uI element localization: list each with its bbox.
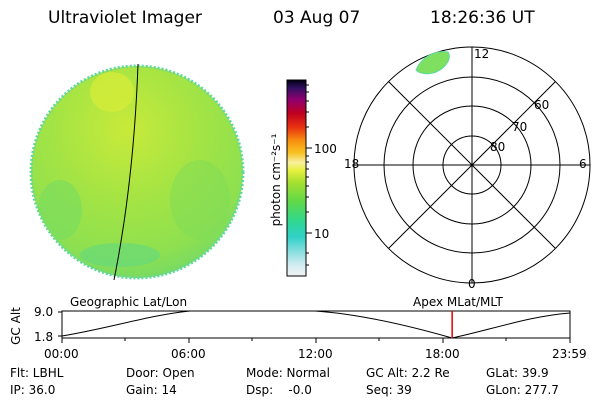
glat-info: GLat: 39.9 bbox=[486, 366, 549, 380]
lat-label-80: 80 bbox=[490, 140, 506, 154]
glon-info: GLon: 277.7 bbox=[486, 383, 559, 397]
polar-plot bbox=[353, 46, 591, 284]
timeline-y-label: GC Alt bbox=[9, 307, 23, 345]
door-info: Door: Open bbox=[126, 366, 195, 380]
mlt-label-18: 18 bbox=[344, 157, 360, 171]
observation-time: 18:26:36 UT bbox=[430, 8, 535, 28]
colorbar-tick-10: 10 bbox=[314, 227, 330, 241]
ip-info: IP: 36.0 bbox=[10, 383, 56, 397]
seq-info: Seq: 39 bbox=[366, 383, 412, 397]
aurora-patch bbox=[415, 51, 450, 75]
filter-info: Flt: LBHL bbox=[10, 366, 64, 380]
timeline-right-title: Apex MLat/MLT bbox=[413, 295, 503, 309]
timeline-y-ticks bbox=[58, 311, 62, 337]
timeline-x-tick-4: 23:59 bbox=[552, 347, 587, 361]
timeline-y-tick-bottom: 1.8 bbox=[34, 330, 54, 344]
mode-info: Mode: Normal bbox=[246, 366, 330, 380]
polar-diagonal-2 bbox=[388, 81, 556, 249]
altitude-curve bbox=[61, 310, 571, 339]
gc-alt-info: GC Alt: 2.2 Re bbox=[366, 366, 450, 380]
timeline-x-ticks bbox=[61, 338, 571, 343]
lat-label-70: 70 bbox=[512, 120, 528, 134]
dsp-info: Dsp: -0.0 bbox=[246, 383, 312, 397]
gain-info: Gain: 14 bbox=[126, 383, 177, 397]
timeline-frame bbox=[61, 310, 571, 339]
mlt-label-12: 12 bbox=[474, 47, 490, 61]
timeline-x-tick-3: 18:00 bbox=[425, 347, 460, 361]
color-bar-ticks bbox=[306, 84, 312, 266]
timeline-x-tick-1: 06:00 bbox=[171, 347, 206, 361]
color-bar bbox=[286, 79, 307, 277]
timeline-left-title: Geographic Lat/Lon bbox=[70, 295, 188, 309]
mlt-label-6: 6 bbox=[579, 157, 587, 171]
colorbar-unit-label: photon cm⁻²s⁻¹ bbox=[269, 133, 283, 227]
timeline-x-tick-2: 12:00 bbox=[298, 347, 333, 361]
disk-texture bbox=[38, 72, 230, 267]
colorbar-tick-100: 100 bbox=[314, 142, 337, 156]
lat-label-60: 60 bbox=[534, 98, 550, 112]
instrument-title: Ultraviolet Imager bbox=[48, 8, 202, 28]
mlt-label-0: 0 bbox=[468, 277, 476, 291]
timeline-plot bbox=[58, 310, 571, 343]
observation-date: 03 Aug 07 bbox=[273, 8, 361, 28]
timeline-y-tick-top: 9.0 bbox=[34, 305, 54, 319]
terminator-line bbox=[113, 63, 139, 281]
timeline-x-tick-0: 00:00 bbox=[44, 347, 79, 361]
earth-disk-image bbox=[29, 63, 245, 281]
